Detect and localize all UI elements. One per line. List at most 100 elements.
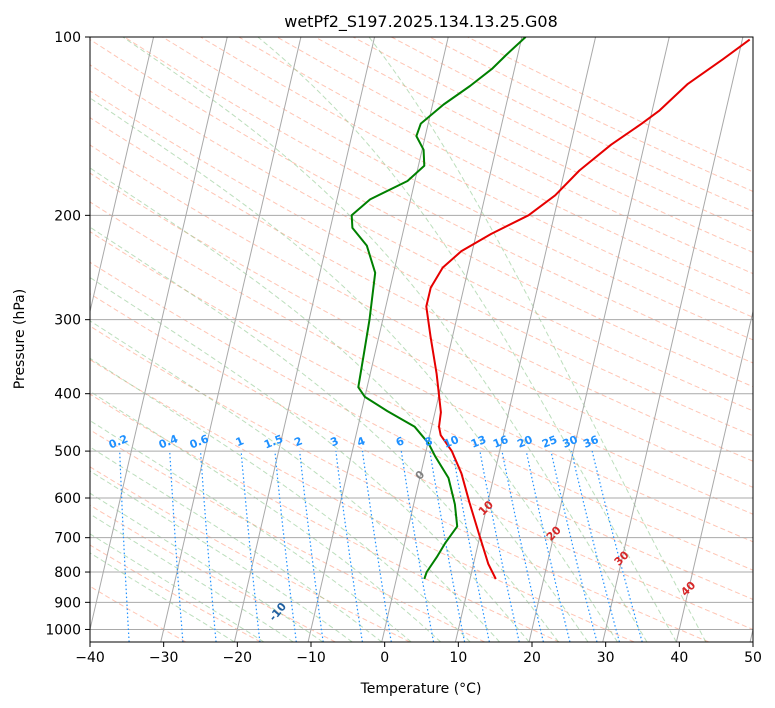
mixing-ratio-label: 2 (292, 434, 304, 449)
dry-adiabat (352, 37, 753, 233)
mixing-ratio-label: 6 (394, 434, 406, 449)
isotherm (0, 37, 6, 642)
y-tick-label: 100 (54, 30, 81, 46)
moist-adiabat (90, 420, 412, 642)
mixing-ratio-line (525, 450, 571, 642)
mixing-ratio-line (550, 450, 598, 642)
y-tick-label: 200 (54, 208, 81, 224)
moist-adiabat (122, 37, 648, 642)
x-tick-label: −30 (149, 650, 179, 666)
dry-adiabat (90, 38, 753, 388)
mixing-ratio-line (501, 450, 544, 642)
mixing-ratio-line (274, 451, 297, 642)
isotherm (160, 37, 302, 642)
dry-adiabat (90, 231, 753, 571)
dry-adiabat (90, 466, 411, 642)
dry-adiabat (90, 293, 753, 630)
y-axis-label: Pressure (hPa) (12, 289, 28, 389)
moist-adiabat (90, 97, 618, 642)
mixing-ratio-line (452, 450, 490, 642)
mixing-ratio-label: 25 (540, 433, 559, 451)
line-label-layer: 0.1 0.2 0.4 0.6 1 1.5 2 3 4 6 8 10 13 16 20 25 30 36-1001… (107, 432, 699, 624)
series-layer (350, 37, 751, 580)
moist-adiabat (90, 446, 383, 642)
mixing-ratio-label: 3 (329, 434, 341, 449)
mixing-ratio-line (429, 451, 466, 642)
y-tick-label: 700 (54, 531, 81, 547)
dry-adiabat (90, 64, 753, 412)
isotherm (528, 37, 670, 642)
dry-adiabat (314, 37, 753, 253)
mixing-ratio-label: 10 (442, 433, 461, 451)
dry-adiabat (238, 37, 753, 296)
isotherm (675, 309, 753, 642)
y-tick-label: 1000 (45, 622, 81, 638)
mixing-ratio-line (361, 451, 392, 642)
dry-adiabat (90, 117, 753, 462)
moist-adiabat (90, 226, 559, 642)
dry-adiabat (90, 544, 261, 642)
isotherm (602, 37, 744, 642)
mixing-ratio-label: 0.2 (107, 432, 130, 451)
mixing-ratio-label: 1.5 (262, 432, 285, 451)
moist-adiabat (90, 552, 235, 642)
x-tick-label: −20 (223, 650, 253, 666)
y-tick-label: 600 (54, 491, 81, 507)
y-tick-label: 300 (54, 313, 81, 329)
moist-adiabat (90, 513, 294, 642)
isotherm (90, 37, 228, 632)
dry-adiabat (162, 37, 753, 341)
mixing-ratio-label: 16 (491, 433, 510, 451)
mixing-ratio-line (240, 451, 261, 642)
mixing-ratio-line (199, 451, 217, 642)
moist-adiabat-label: 10 (476, 498, 496, 518)
x-axis: −40 −30 −20 −10 0 10 20 30 40 50 (75, 642, 762, 666)
mixing-ratio-label: 36 (581, 433, 600, 451)
moist-adiabat-label: 20 (544, 523, 564, 543)
moist-adiabat (257, 37, 677, 642)
x-axis-label: Temperature (°C) (360, 681, 482, 697)
x-tick-label: 30 (597, 650, 615, 666)
mixing-ratio-line (570, 450, 620, 642)
moist-adiabat (90, 357, 471, 642)
mixing-ratio-line (335, 451, 363, 642)
dry-adiabat (90, 393, 560, 642)
y-tick-label: 800 (54, 565, 81, 581)
x-tick-label: −40 (75, 650, 105, 666)
dry-adiabat (429, 37, 753, 192)
moist-adiabat-label: 30 (612, 548, 632, 568)
plot-frame (89, 36, 754, 643)
moist-adiabat (90, 167, 589, 642)
dry-adiabat (124, 37, 753, 364)
mixing-ratio-label: 30 (561, 433, 580, 451)
dry-adiabat (200, 37, 753, 318)
isotherm (749, 627, 753, 642)
mixing-ratio-line (479, 450, 520, 642)
x-tick-label: −10 (296, 650, 326, 666)
mixing-ratio-line (169, 451, 184, 642)
dry-adiabat (90, 172, 753, 515)
isotherm (233, 37, 376, 642)
grid-layer (0, 37, 753, 642)
temperature-line (425, 38, 751, 580)
mixing-ratio-label: 1 (234, 434, 246, 449)
mixing-ratio-label: 8 (423, 434, 435, 449)
dry-adiabat (90, 504, 336, 642)
mixing-ratio-label: 4 (355, 434, 367, 449)
dry-adiabat (90, 261, 753, 600)
isotherm (381, 37, 523, 642)
x-tick-label: 50 (744, 650, 762, 666)
moist-adiabat (90, 320, 500, 642)
mixing-ratio-line (591, 450, 643, 642)
y-tick-label: 500 (54, 444, 81, 460)
moist-adiabat (90, 276, 530, 642)
y-axis: 100 200 300 400 500 600 700 800 900 1000 (45, 30, 90, 638)
dry-adiabat (90, 429, 485, 642)
mixing-ratio-label: 0.6 (188, 432, 211, 451)
moist-adiabat (90, 533, 265, 642)
x-tick-label: 0 (380, 650, 389, 666)
x-tick-label: 40 (670, 650, 688, 666)
y-tick-label: 900 (54, 595, 81, 611)
dry-adiabat (90, 325, 709, 642)
dry-adiabat (90, 144, 753, 488)
